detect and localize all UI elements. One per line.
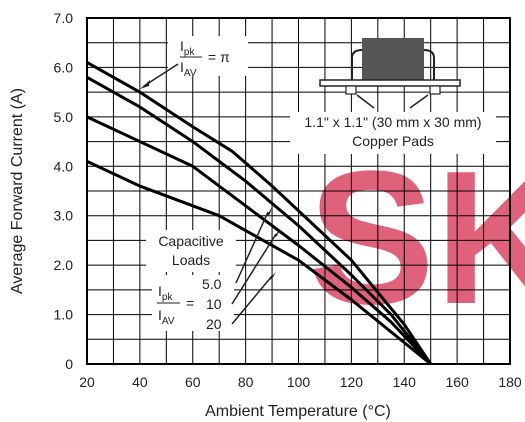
ratio-bottom-iav: IAV bbox=[158, 307, 175, 327]
ratio-value-20: 20 bbox=[206, 316, 222, 332]
x-tick-label: 120 bbox=[340, 374, 364, 390]
capacitive-label: Capacitive bbox=[158, 233, 224, 249]
ratio-pi-arrowhead bbox=[140, 80, 150, 89]
watermark-text: SK bbox=[308, 132, 525, 344]
ratio-pi-box bbox=[168, 36, 248, 76]
series-group bbox=[86, 61, 432, 366]
y-tick-label: 0 bbox=[65, 356, 73, 372]
pointer-20-head bbox=[268, 272, 276, 280]
board bbox=[319, 79, 461, 87]
pad-size-label: 1.1" x 1.1" (30 mm x 30 mm) bbox=[304, 114, 481, 130]
device-body bbox=[362, 38, 424, 80]
x-tick-label: 40 bbox=[132, 374, 148, 390]
x-tick-label: 140 bbox=[393, 374, 417, 390]
pointer-10-head bbox=[273, 229, 280, 238]
pad-label-box bbox=[290, 112, 496, 154]
lead-right bbox=[423, 49, 435, 86]
series-line-2 bbox=[86, 76, 432, 365]
pointer-5-head bbox=[266, 207, 272, 217]
pointer-10 bbox=[231, 233, 277, 305]
x-tick-label: 80 bbox=[238, 374, 254, 390]
capacitive-box bbox=[146, 230, 236, 272]
pad-arrow-left bbox=[356, 94, 375, 109]
ratio-bottom-ipk: Ipk bbox=[158, 283, 173, 303]
ratio-top-iav: IAV bbox=[180, 59, 197, 79]
y-tick-labels: 0 1.0 2.0 3.0 4.0 5.0 6.0 7.0 bbox=[54, 10, 74, 372]
y-tick-label: 1.0 bbox=[54, 307, 74, 323]
x-tick-label: 180 bbox=[498, 374, 522, 390]
series-line-3 bbox=[86, 115, 432, 366]
ratio-bottom-eq: = bbox=[186, 295, 194, 311]
x-tick-label: 20 bbox=[79, 374, 95, 390]
y-tick-label: 6.0 bbox=[54, 59, 74, 75]
y-tick-label: 7.0 bbox=[54, 10, 74, 26]
ratio-pi-arrow bbox=[143, 63, 179, 87]
copper-pad-illustration bbox=[319, 38, 461, 95]
x-tick-label: 60 bbox=[185, 374, 201, 390]
x-tick-labels: 20 40 60 80 100 120 140 160 180 bbox=[79, 374, 522, 390]
y-tick-label: 2.0 bbox=[54, 257, 74, 273]
ratio-pi-value: = π bbox=[208, 49, 230, 65]
pad-arrow-right bbox=[409, 94, 429, 109]
y-tick-label: 3.0 bbox=[54, 208, 74, 224]
pointer-20 bbox=[231, 275, 273, 325]
ratio-top-ipk: Ipk bbox=[180, 38, 195, 58]
pad-right bbox=[429, 85, 441, 95]
lead-left bbox=[351, 49, 363, 86]
pad-label: Copper Pads bbox=[352, 133, 434, 149]
y-tick-label: 5.0 bbox=[54, 109, 74, 125]
series-line-1 bbox=[86, 61, 432, 365]
x-tick-label: 100 bbox=[287, 374, 311, 390]
loads-label: Loads bbox=[172, 252, 210, 268]
plot-frame bbox=[86, 17, 511, 365]
ratio-value-10: 10 bbox=[206, 296, 222, 312]
pointer-5 bbox=[235, 211, 269, 284]
y-axis-title: Average Forward Current (A) bbox=[9, 88, 26, 294]
ratio-value-5: 5.0 bbox=[202, 276, 222, 292]
y-tick-label: 4.0 bbox=[54, 158, 74, 174]
x-axis-title: Ambient Temperature (°C) bbox=[205, 403, 391, 420]
x-tick-label: 160 bbox=[445, 374, 469, 390]
series-line-4 bbox=[86, 159, 432, 366]
pad-left bbox=[345, 85, 357, 95]
